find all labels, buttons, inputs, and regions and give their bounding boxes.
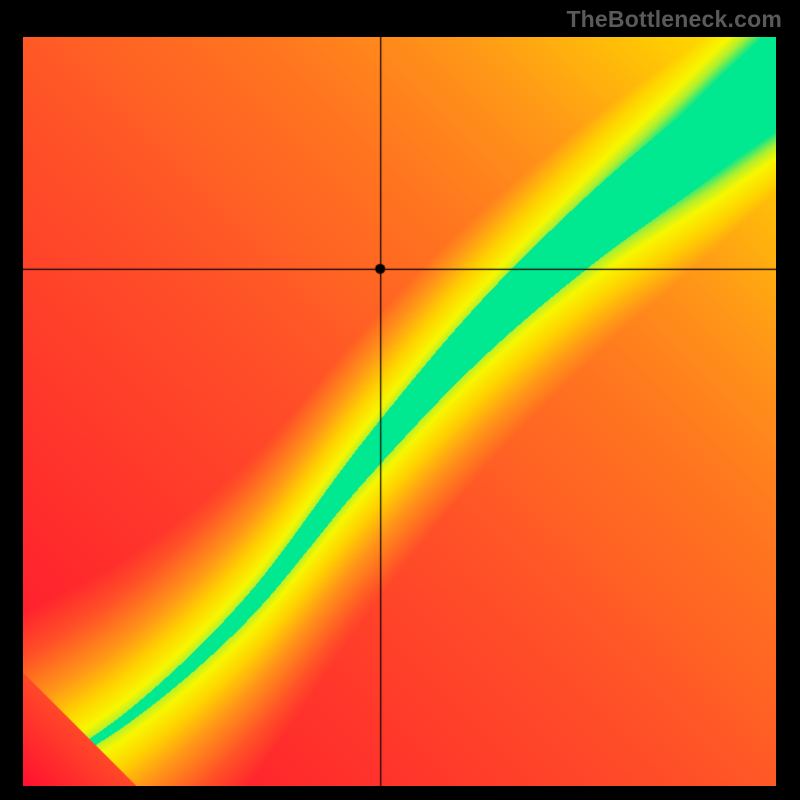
- watermark-label: TheBottleneck.com: [566, 6, 782, 33]
- crosshair-overlay: [23, 37, 776, 786]
- chart-container: { "figure": { "type": "heatmap", "canvas…: [0, 0, 800, 800]
